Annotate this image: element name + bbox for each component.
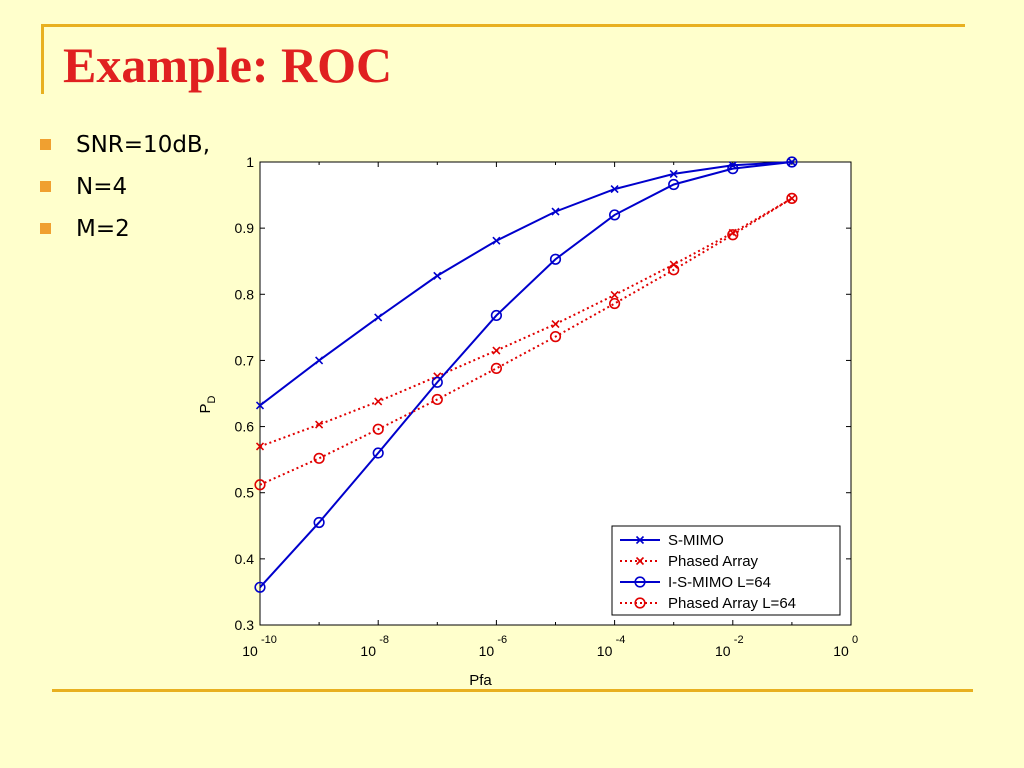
- frame-top-rule: [43, 24, 965, 27]
- x-marker: [492, 346, 501, 355]
- y-tick-label: 0.6: [235, 419, 255, 435]
- x-marker: [610, 185, 619, 194]
- roc-chart: 0.30.40.50.60.70.80.9110-1010-810-610-41…: [197, 154, 859, 689]
- bullet-text: SNR=10dB,: [76, 132, 211, 158]
- y-tick-label: 0.3: [235, 617, 255, 633]
- circle-marker: [786, 156, 798, 168]
- legend-marker: [634, 597, 646, 609]
- x-marker: [255, 401, 265, 410]
- series-line: [259, 161, 793, 588]
- circle-marker: [609, 297, 621, 310]
- series-1: [255, 194, 796, 451]
- x-tick-label: 10: [242, 643, 258, 659]
- x-marker: [255, 442, 265, 451]
- x-marker: [551, 319, 560, 329]
- legend-label: S-MIMO: [668, 532, 724, 549]
- bullet-item-m: M=2: [40, 209, 210, 251]
- x-tick-exponent: -6: [497, 634, 507, 646]
- x-tick-label: 10: [715, 643, 731, 659]
- legend-marker: [635, 556, 645, 566]
- y-tick-label: 0.5: [235, 485, 255, 501]
- series-line: [259, 161, 792, 407]
- series-line: [259, 197, 793, 486]
- circle-marker: [431, 376, 443, 388]
- x-axis-label: Pfa: [469, 672, 492, 689]
- legend-label: Phased Array L=64: [668, 595, 796, 612]
- bullet-item-snr: SNR=10dB,: [40, 125, 210, 167]
- circle-marker: [372, 447, 384, 459]
- y-axis-label-subscript: D: [206, 395, 218, 403]
- x-marker: [551, 207, 560, 216]
- bullet-text: M=2: [76, 216, 130, 242]
- x-marker: [433, 271, 442, 280]
- circle-marker: [490, 362, 503, 374]
- x-marker: [374, 397, 383, 406]
- circle-marker: [313, 516, 325, 529]
- x-tick-exponent: -8: [379, 634, 389, 646]
- y-tick-label: 0.7: [235, 352, 255, 368]
- series-3: [254, 192, 798, 491]
- legend-entry: I-S-MIMO L=64: [620, 574, 771, 591]
- circle-marker: [254, 581, 266, 593]
- slide-title: Example: ROC: [63, 37, 393, 93]
- x-tick-exponent: -2: [734, 634, 744, 646]
- y-tick-label: 0.8: [235, 286, 255, 302]
- circle-marker: [727, 163, 739, 175]
- legend-entry: S-MIMO: [620, 532, 724, 549]
- y-tick-label: 0.4: [235, 551, 255, 567]
- series-group: [254, 156, 798, 593]
- bullet-square-icon: [40, 223, 51, 234]
- x-marker: [669, 169, 678, 178]
- circle-marker: [786, 192, 798, 204]
- x-tick-label: 10: [479, 643, 495, 659]
- circle-marker: [609, 209, 621, 221]
- circle-marker: [254, 479, 266, 491]
- legend-label: I-S-MIMO L=64: [668, 574, 771, 591]
- x-marker: [492, 236, 501, 245]
- legend-marker: [635, 535, 645, 545]
- circle-marker: [372, 423, 384, 435]
- x-tick-exponent: -4: [616, 634, 626, 646]
- frame-bottom-rule: [52, 689, 973, 692]
- legend-entry: Phased Array: [620, 553, 759, 570]
- legend-entry: Phased Array L=64: [620, 595, 796, 612]
- circle-marker: [668, 178, 680, 191]
- bullet-square-icon: [40, 181, 51, 192]
- bullet-square-icon: [40, 139, 51, 150]
- x-tick-exponent: -10: [261, 634, 277, 646]
- circle-marker: [549, 331, 562, 343]
- series-2: [254, 156, 798, 593]
- circle-marker: [549, 253, 562, 265]
- legend-marker: [634, 576, 646, 588]
- x-tick-label: 10: [833, 643, 849, 659]
- legend: S-MIMO Phased Array I-S-MIMO L=64 Phased Ar…: [611, 525, 841, 616]
- x-marker: [610, 290, 619, 300]
- series-0: [255, 157, 796, 410]
- x-marker: [315, 356, 324, 365]
- frame-left-rule: [41, 24, 44, 94]
- x-marker: [374, 313, 383, 322]
- circle-marker: [727, 229, 739, 241]
- circle-marker: [490, 309, 503, 322]
- series-line: [259, 197, 793, 448]
- x-tick-exponent: 0: [852, 634, 858, 646]
- circle-marker: [668, 264, 680, 276]
- axis-ticks: 0.30.40.50.60.70.80.9110-1010-810-610-41…: [235, 154, 859, 659]
- legend-label: Phased Array: [668, 553, 759, 570]
- x-tick-label: 10: [597, 643, 613, 659]
- y-axis-label-main: P: [197, 403, 214, 413]
- bullet-list: SNR=10dB, N=4 M=2: [40, 125, 210, 251]
- y-axis-label: PD: [197, 395, 218, 413]
- bullet-item-n: N=4: [40, 167, 210, 209]
- x-marker: [315, 420, 324, 429]
- y-tick-label: 0.9: [235, 220, 255, 236]
- circle-marker: [313, 452, 325, 464]
- y-tick-label: 1: [246, 154, 254, 170]
- x-tick-label: 10: [360, 643, 376, 659]
- bullet-text: N=4: [76, 174, 128, 200]
- circle-marker: [431, 393, 443, 406]
